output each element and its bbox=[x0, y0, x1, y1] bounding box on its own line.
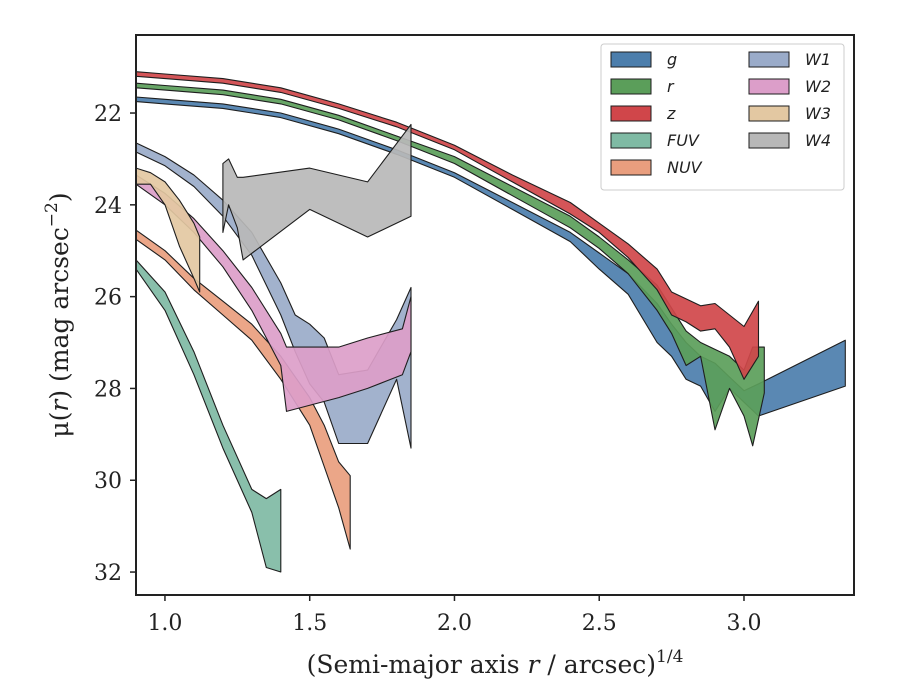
legend-swatch-z bbox=[610, 105, 652, 122]
y-axis-ticks: 22 24 26 28 30 32 bbox=[94, 102, 136, 586]
band-nuv bbox=[136, 229, 351, 550]
plot-frame bbox=[135, 34, 855, 596]
y-tick-label: 30 bbox=[94, 469, 122, 494]
legend-swatch-nuv bbox=[610, 159, 652, 176]
legend-swatch-w2 bbox=[748, 78, 790, 95]
legend: grz FUV NUV W1 W2 W3 W4 bbox=[600, 43, 845, 191]
x-tick-label: 2.5 bbox=[582, 611, 617, 636]
x-tick-label: 2.0 bbox=[437, 611, 472, 636]
band-g bbox=[136, 96, 846, 417]
legend-swatch-w4 bbox=[748, 132, 790, 149]
y-tick-label: 22 bbox=[94, 102, 122, 127]
y-tick-label: 28 bbox=[94, 377, 122, 402]
x-tick-label: 1.5 bbox=[292, 611, 327, 636]
legend-label-z: z bbox=[666, 104, 676, 123]
y-tick-label: 24 bbox=[94, 194, 122, 219]
legend-label-r: r bbox=[667, 77, 675, 96]
band-fuv bbox=[136, 259, 282, 573]
legend-label-w3: W3 bbox=[805, 104, 831, 123]
y-axis-label: μ(r) (mag arcsec−2) bbox=[42, 192, 74, 437]
band-r bbox=[136, 82, 765, 447]
legend-label-nuv: NUV bbox=[667, 158, 703, 177]
legend-label-g: g bbox=[667, 50, 677, 69]
legend-label-fuv: FUV bbox=[667, 131, 700, 150]
band-w1 bbox=[136, 142, 412, 449]
y-tick-label: 32 bbox=[94, 561, 122, 586]
x-tick-label: 3.0 bbox=[726, 611, 761, 636]
band-z bbox=[136, 71, 760, 380]
band-w4 bbox=[222, 123, 412, 261]
x-tick-label: 1.0 bbox=[147, 611, 182, 636]
band-w3 bbox=[136, 167, 201, 293]
legend-swatch-w1 bbox=[748, 51, 790, 68]
x-axis-ticks: 1.0 1.5 2.0 2.5 3.0 bbox=[147, 595, 761, 636]
y-tick-label: 26 bbox=[94, 286, 122, 311]
legend-label-w1: W1 bbox=[805, 50, 831, 69]
profile-bands bbox=[136, 71, 846, 573]
legend-swatch-w3 bbox=[748, 105, 790, 122]
legend-swatch-r bbox=[610, 78, 652, 95]
legend-label-w2: W2 bbox=[805, 77, 831, 96]
x-axis-label: (Semi-major axis r / arcsec)1/4 bbox=[307, 647, 684, 679]
legend-swatch-g bbox=[610, 51, 652, 68]
band-w2 bbox=[136, 174, 412, 412]
legend-swatch-fuv bbox=[610, 132, 652, 149]
legend-label-w4: W4 bbox=[805, 131, 831, 150]
